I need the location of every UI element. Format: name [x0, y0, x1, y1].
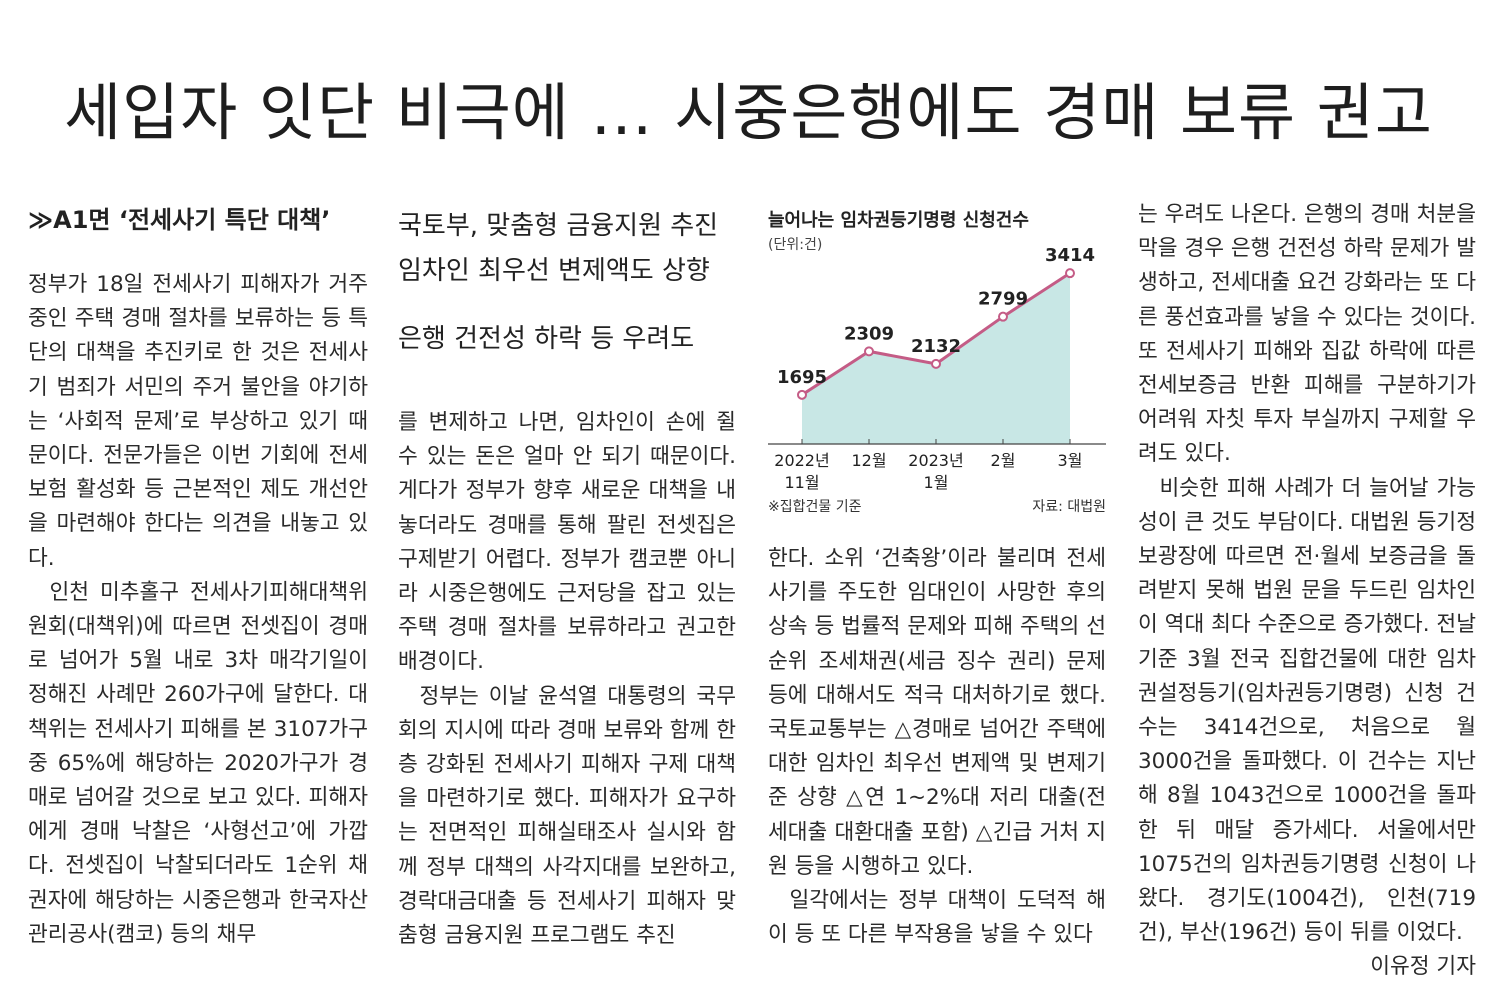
data-point [864, 346, 874, 357]
paragraph: 일각에서는 정부 대책이 도덕적 해이 등 또 다른 부작용을 낳을 수 있다 [768, 888, 1106, 948]
chart: 1695 2309 2132 2799 3414 2022년 11월 12월 2023년 1월 2월… [768, 200, 1108, 520]
chart-title: 늘어나는 임차권등기명령 신청건수 [768, 210, 1029, 231]
chart-unit: (단위:건) [768, 237, 823, 253]
data-point [797, 389, 807, 400]
data-label: 2132 [911, 336, 961, 357]
x-tick-label: 12월 [851, 451, 886, 470]
article-column-3: 한다. 소위 ‘건축왕’이라 불리며 전세사기를 주도한 임대인이 사망한 후의… [768, 542, 1106, 952]
data-label: 2309 [844, 323, 894, 344]
subhead-2: 임차인 최우선 변제액도 상향 [398, 256, 710, 286]
paragraph: 비슷한 피해 사례가 더 늘어날 가능성이 큰 것도 부담이다. 대법원 등기정… [1138, 472, 1476, 980]
x-tick-label: 3월 [1058, 451, 1083, 470]
article-column-1: 정부가 18일 전세사기 피해자가 거주 중인 주택 경매 절차를 보류하는 등… [28, 268, 368, 952]
data-label: 1695 [777, 367, 827, 388]
data-label: 2799 [978, 289, 1028, 310]
data-point [931, 358, 941, 369]
paragraph: 인천 미추홀구 전세사기피해대책위원회(대책위)에 따르면 전셋집이 경매로 넘… [28, 579, 368, 947]
kicker: ≫A1면 ‘전세사기 특단 대책’ [28, 206, 331, 234]
chart-note: ※집합건물 기준 [768, 499, 862, 515]
paragraph: 정부는 이날 윤석열 대통령의 국무회의 지시에 따라 경매 보류와 함께 한층… [398, 683, 736, 949]
x-tick-label: 1월 [924, 473, 949, 492]
data-point [1065, 268, 1075, 279]
x-tick-label: 2023년 [908, 451, 963, 470]
article-column-2: 를 변제하고 나면, 임차인이 손에 쥘 수 있는 돈은 얼마 안 되기 때문이… [398, 406, 736, 953]
data-label: 3414 [1045, 245, 1095, 266]
paragraph: 정부가 18일 전세사기 피해자가 거주 중인 주택 경매 절차를 보류하는 등… [28, 272, 368, 571]
paragraph: 한다. 소위 ‘건축왕’이라 불리며 전세사기를 주도한 임대인이 사망한 후의… [768, 546, 1106, 879]
headline: 세입자 잇단 비극에 … 시중은행에도 경매 보류 권고 [64, 76, 1433, 149]
subhead-1: 국토부, 맞춤형 금융지원 추진 [398, 211, 719, 241]
article-column-4: 는 우려도 나온다. 은행의 경매 처분을 막을 경우 은행 건전성 하락 문제… [1138, 198, 1476, 985]
x-tick-label: 2022년 [774, 451, 829, 470]
data-point [998, 311, 1008, 322]
paragraph-text: 비슷한 피해 사례가 더 늘어날 가능성이 큰 것도 부담이다. 대법원 등기정… [1138, 475, 1476, 946]
chart-source: 자료: 대법원 [1032, 499, 1106, 515]
x-tick-label: 11월 [784, 473, 819, 492]
paragraph: 를 변제하고 나면, 임차인이 손에 쥘 수 있는 돈은 얼마 안 되기 때문이… [398, 410, 736, 675]
subhead-3: 은행 건전성 하락 등 우려도 [398, 324, 695, 354]
chart-svg: 1695 2309 2132 2799 3414 2022년 11월 12월 2023년 1월 2월… [768, 245, 1106, 492]
paragraph: 는 우려도 나온다. 은행의 경매 처분을 막을 경우 은행 건전성 하락 문제… [1138, 202, 1476, 467]
x-tick-label: 2월 [991, 451, 1016, 470]
area-fill [802, 273, 1070, 444]
byline: 이유정 기자 [1370, 954, 1476, 980]
